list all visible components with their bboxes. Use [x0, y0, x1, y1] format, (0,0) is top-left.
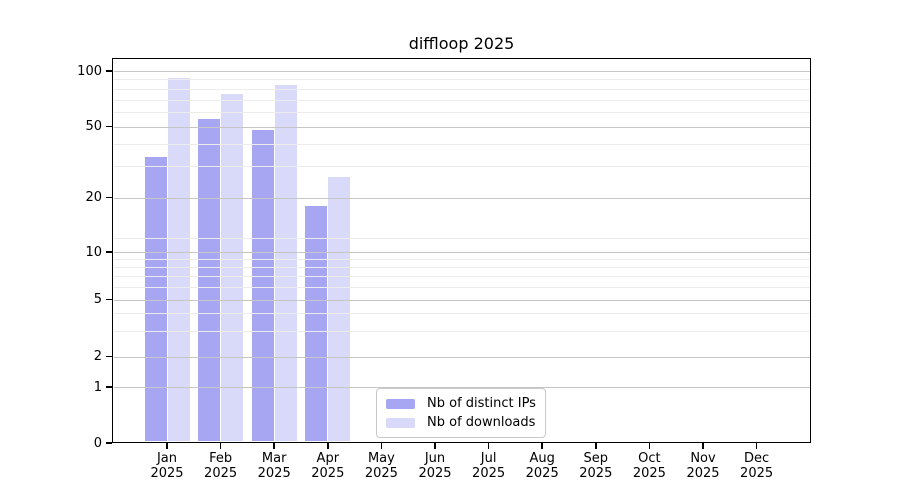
x-axis-tick-label-mar: Mar 2025	[242, 451, 306, 481]
gridline-minor	[113, 79, 810, 81]
month-label: Jul	[480, 451, 497, 466]
year-label: 2025	[525, 465, 559, 481]
y-axis-tick	[105, 251, 112, 253]
year-label: 2025	[418, 465, 452, 481]
x-axis-tick	[219, 443, 222, 449]
y-axis-tick	[105, 70, 112, 72]
bar-nb-of-distinct-ips-apr	[305, 205, 328, 442]
gridline-minor	[113, 276, 810, 278]
legend-label: Nb of downloads	[427, 415, 536, 430]
month-label: Jun	[424, 451, 446, 466]
gridline-major	[113, 252, 810, 253]
x-axis-tick	[434, 443, 436, 449]
x-axis-tick	[487, 443, 490, 449]
gridline-minor	[113, 313, 810, 315]
x-axis-tick	[541, 443, 543, 449]
x-axis-tick-label-jun: Jun 2025	[403, 451, 467, 481]
gridline-minor	[113, 331, 810, 333]
y-axis-tick	[105, 196, 112, 199]
gridline-minor	[113, 267, 810, 269]
y-axis-tick-label: 10	[85, 244, 102, 260]
x-axis-tick-label-may: May 2025	[349, 451, 413, 481]
year-label: 2025	[311, 465, 345, 481]
x-axis-tick	[380, 443, 383, 449]
year-label: 2025	[364, 465, 398, 481]
x-axis-tick	[166, 443, 168, 449]
gridline-minor	[113, 143, 810, 145]
month-label: Oct	[638, 451, 661, 466]
x-axis-tick	[327, 443, 329, 449]
gridline-major	[113, 356, 810, 358]
legend-label: Nb of distinct IPs	[427, 396, 536, 411]
gridline-minor	[113, 166, 810, 168]
x-axis-tick	[755, 443, 758, 449]
x-axis-tick-label-dec: Dec 2025	[725, 451, 789, 481]
month-label: Nov	[690, 451, 716, 466]
gridline-minor	[113, 112, 810, 114]
x-axis-tick-label-sep: Sep 2025	[564, 451, 628, 481]
legend: Nb of distinct IPs Nb of downloads	[376, 388, 546, 438]
y-axis-tick-label: 0	[93, 435, 102, 451]
x-axis-tick-label-nov: Nov 2025	[671, 451, 735, 481]
x-axis-tick-label-feb: Feb 2025	[189, 451, 253, 481]
gridline-major	[113, 126, 810, 128]
gridline-major	[113, 299, 810, 301]
gridline-minor	[113, 259, 810, 261]
legend-swatch-icon	[386, 398, 415, 409]
y-axis-tick	[105, 386, 112, 388]
month-label: Mar	[261, 451, 287, 466]
y-axis-tick	[105, 355, 112, 358]
month-label: May	[367, 451, 395, 466]
year-label: 2025	[150, 465, 184, 481]
x-axis-tick	[702, 443, 704, 449]
gridline-minor	[113, 99, 810, 101]
year-label: 2025	[740, 465, 774, 481]
gridline-minor	[113, 287, 810, 288]
bar-nb-of-distinct-ips-feb	[198, 119, 221, 442]
x-axis-tick-label-oct: Oct 2025	[617, 451, 681, 481]
month-label: Feb	[209, 451, 233, 466]
legend-row-nb-of-distinct-ips: Nb of distinct IPs	[386, 396, 536, 411]
y-axis-tick	[105, 442, 112, 444]
y-axis-tick-label: 50	[85, 119, 102, 135]
bar-nb-of-distinct-ips-jan	[144, 156, 167, 442]
month-label: Dec	[744, 451, 770, 466]
x-axis-tick-label-apr: Apr 2025	[296, 451, 360, 481]
x-axis-tick	[273, 443, 275, 449]
gridline-major	[113, 197, 810, 199]
bar-nb-of-downloads-mar	[274, 85, 297, 442]
y-axis-tick-label: 5	[93, 292, 102, 307]
month-label: Aug	[529, 451, 555, 466]
year-label: 2025	[632, 465, 666, 481]
gridline-minor	[113, 88, 810, 90]
y-axis-tick-label: 2	[93, 349, 102, 364]
gridline-minor	[113, 237, 810, 239]
year-label: 2025	[579, 465, 613, 481]
y-axis-tick	[105, 298, 112, 301]
x-axis-tick	[595, 443, 597, 449]
year-label: 2025	[686, 465, 720, 481]
y-axis-tick-label: 1	[93, 379, 102, 395]
year-label: 2025	[204, 465, 238, 481]
gridline-major	[113, 387, 810, 388]
x-axis-tick-label-jan: Jan 2025	[135, 451, 199, 481]
y-axis-tick	[105, 125, 112, 128]
bar-nb-of-downloads-apr	[328, 177, 351, 442]
x-axis-tick-label-jul: Jul 2025	[457, 451, 521, 481]
legend-row-nb-of-downloads: Nb of downloads	[386, 415, 535, 430]
x-axis-tick-label-aug: Aug 2025	[510, 451, 574, 481]
x-axis-tick	[648, 443, 651, 449]
y-axis-tick-label: 100	[77, 63, 102, 79]
bar-nb-of-distinct-ips-mar	[251, 129, 274, 442]
year-label: 2025	[257, 465, 291, 481]
chart-title: diffloop 2025	[408, 34, 515, 53]
month-label: Sep	[583, 451, 609, 466]
gridline-major	[113, 71, 810, 72]
legend-swatch-icon	[386, 417, 415, 428]
y-axis-tick-label: 20	[85, 190, 102, 206]
year-label: 2025	[472, 465, 506, 481]
month-label: Apr	[316, 451, 340, 466]
month-label: Jan	[156, 451, 178, 466]
